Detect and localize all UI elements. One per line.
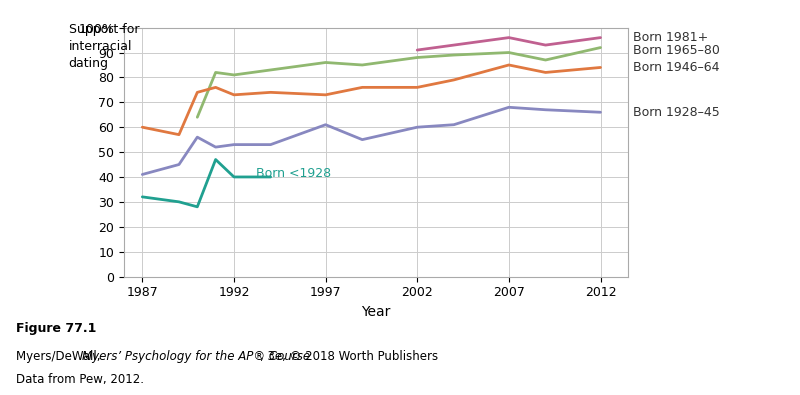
Text: Data from Pew, 2012.: Data from Pew, 2012. — [16, 373, 144, 386]
Text: Myers’ Psychology for the AP® Course: Myers’ Psychology for the AP® Course — [82, 350, 310, 363]
Text: Born 1965–80: Born 1965–80 — [634, 43, 720, 56]
Text: Born 1928–45: Born 1928–45 — [634, 106, 720, 119]
X-axis label: Year: Year — [362, 305, 390, 319]
Text: Figure 77.1: Figure 77.1 — [16, 322, 96, 335]
Text: Born <1928: Born <1928 — [256, 167, 331, 180]
Text: Born 1946–64: Born 1946–64 — [634, 61, 720, 74]
Text: Born 1981+: Born 1981+ — [634, 31, 709, 44]
Text: , 3e, © 2018 Worth Publishers: , 3e, © 2018 Worth Publishers — [260, 350, 438, 363]
Text: Support for
interracial
dating: Support for interracial dating — [69, 23, 139, 70]
Text: Myers/DeWall,: Myers/DeWall, — [16, 350, 104, 363]
